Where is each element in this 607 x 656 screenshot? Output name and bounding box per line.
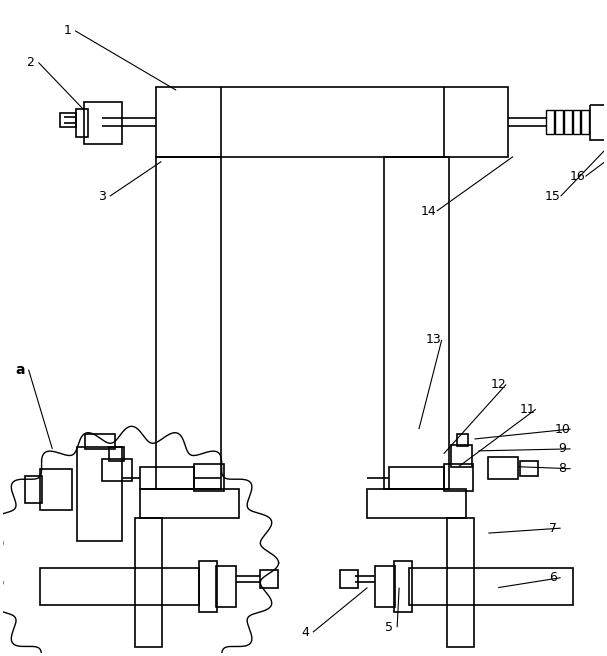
- Bar: [409, 568, 572, 605]
- Bar: [216, 566, 236, 607]
- Bar: [546, 110, 554, 134]
- Bar: [555, 110, 563, 134]
- Text: 8: 8: [558, 462, 566, 475]
- Bar: [60, 113, 76, 127]
- Bar: [135, 518, 162, 647]
- Text: 10: 10: [555, 422, 571, 436]
- Bar: [140, 466, 194, 489]
- Bar: [76, 109, 88, 136]
- Bar: [582, 110, 589, 134]
- Bar: [199, 561, 217, 612]
- Text: 3: 3: [98, 190, 106, 203]
- Text: 16: 16: [569, 170, 585, 183]
- Bar: [563, 110, 572, 134]
- Bar: [367, 489, 467, 518]
- Text: 2: 2: [27, 56, 35, 69]
- Bar: [84, 102, 121, 144]
- Text: 9: 9: [558, 442, 566, 455]
- Bar: [375, 566, 395, 607]
- Text: 5: 5: [385, 621, 393, 634]
- Bar: [456, 434, 469, 446]
- Bar: [85, 434, 115, 449]
- Bar: [572, 110, 580, 134]
- Bar: [394, 561, 412, 612]
- Bar: [340, 570, 358, 588]
- Bar: [488, 457, 518, 479]
- Bar: [591, 105, 607, 140]
- Bar: [384, 157, 449, 489]
- Bar: [109, 447, 124, 461]
- Bar: [102, 459, 132, 481]
- Text: 13: 13: [426, 333, 442, 346]
- Bar: [140, 489, 239, 518]
- Text: 7: 7: [549, 522, 557, 535]
- Bar: [520, 461, 538, 476]
- Bar: [77, 447, 121, 541]
- Bar: [389, 466, 444, 489]
- Bar: [24, 476, 42, 503]
- Bar: [260, 570, 278, 588]
- Text: 4: 4: [301, 626, 309, 639]
- Text: 6: 6: [549, 571, 557, 584]
- Bar: [157, 87, 508, 157]
- Text: 15: 15: [544, 190, 561, 203]
- Text: 1: 1: [63, 24, 71, 37]
- Bar: [447, 518, 475, 647]
- Text: 14: 14: [421, 205, 436, 218]
- Text: a: a: [16, 363, 25, 377]
- Bar: [194, 464, 224, 491]
- Bar: [157, 157, 221, 489]
- Text: 11: 11: [520, 403, 536, 416]
- Bar: [41, 568, 199, 605]
- Bar: [444, 464, 473, 491]
- Bar: [450, 445, 472, 466]
- Text: 12: 12: [490, 378, 506, 391]
- Bar: [41, 468, 72, 510]
